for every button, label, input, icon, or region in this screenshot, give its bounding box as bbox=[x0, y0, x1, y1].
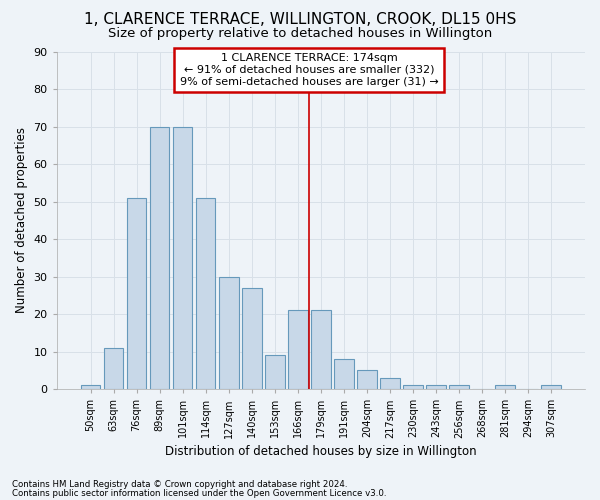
Y-axis label: Number of detached properties: Number of detached properties bbox=[15, 128, 28, 314]
Bar bbox=[288, 310, 308, 389]
Text: 1, CLARENCE TERRACE, WILLINGTON, CROOK, DL15 0HS: 1, CLARENCE TERRACE, WILLINGTON, CROOK, … bbox=[84, 12, 516, 28]
Bar bbox=[311, 310, 331, 389]
Bar bbox=[127, 198, 146, 389]
Bar bbox=[265, 356, 284, 389]
Bar bbox=[449, 386, 469, 389]
Bar bbox=[426, 386, 446, 389]
Bar bbox=[334, 359, 353, 389]
Bar bbox=[380, 378, 400, 389]
Text: 1 CLARENCE TERRACE: 174sqm
← 91% of detached houses are smaller (332)
9% of semi: 1 CLARENCE TERRACE: 174sqm ← 91% of deta… bbox=[180, 54, 439, 86]
Bar bbox=[196, 198, 215, 389]
Bar bbox=[173, 126, 193, 389]
Bar bbox=[104, 348, 124, 389]
Text: Size of property relative to detached houses in Willington: Size of property relative to detached ho… bbox=[108, 28, 492, 40]
Bar bbox=[357, 370, 377, 389]
Bar bbox=[81, 386, 100, 389]
Bar bbox=[219, 276, 239, 389]
Text: Contains HM Land Registry data © Crown copyright and database right 2024.: Contains HM Land Registry data © Crown c… bbox=[12, 480, 347, 489]
Text: Contains public sector information licensed under the Open Government Licence v3: Contains public sector information licen… bbox=[12, 488, 386, 498]
Bar bbox=[150, 126, 169, 389]
Bar bbox=[403, 386, 423, 389]
X-axis label: Distribution of detached houses by size in Willington: Distribution of detached houses by size … bbox=[165, 444, 476, 458]
Bar bbox=[496, 386, 515, 389]
Bar bbox=[242, 288, 262, 389]
Bar bbox=[541, 386, 561, 389]
